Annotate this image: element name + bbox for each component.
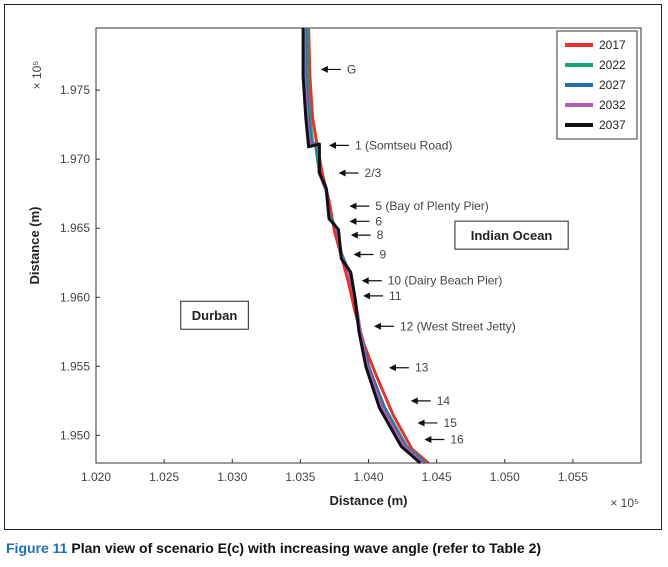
arrowhead-icon bbox=[363, 292, 371, 300]
annotation: 5 (Bay of Plenty Pier) bbox=[349, 199, 489, 213]
annotation: 14 bbox=[410, 394, 451, 408]
annotation-label: 8 bbox=[377, 228, 384, 242]
annotation: 6 bbox=[349, 214, 382, 228]
annotation: 1 (Somtseu Road) bbox=[328, 138, 452, 152]
annotation: 16 bbox=[424, 433, 464, 447]
arrowhead-icon bbox=[350, 231, 358, 239]
arrowhead-icon bbox=[349, 202, 357, 210]
legend-label: 2032 bbox=[599, 98, 626, 112]
region-label-box: Indian Ocean bbox=[454, 220, 569, 250]
annotation: 8 bbox=[350, 228, 384, 242]
annotation-label: G bbox=[347, 62, 356, 76]
arrowhead-icon bbox=[388, 364, 396, 372]
y-tick-label: 1.960 bbox=[60, 290, 90, 304]
annotation: 12 (West Street Jetty) bbox=[373, 319, 516, 333]
annotation-label: 2/3 bbox=[365, 166, 382, 180]
x-tick-label: 1.035 bbox=[285, 470, 315, 484]
caption-label: Figure 11 bbox=[6, 540, 68, 556]
annotation-label: 10 (Dairy Beach Pier) bbox=[388, 274, 503, 288]
region-label: Durban bbox=[192, 308, 238, 323]
legend-label: 2022 bbox=[599, 58, 626, 72]
annotation-label: 12 (West Street Jetty) bbox=[400, 319, 516, 333]
x-tick-label: 1.045 bbox=[422, 470, 452, 484]
y-tick-label: 1.975 bbox=[60, 83, 90, 97]
annotation: 15 bbox=[417, 416, 458, 430]
arrowhead-icon bbox=[338, 169, 346, 177]
y-axis-label: Distance (m) bbox=[27, 206, 42, 284]
x-tick-label: 1.025 bbox=[149, 470, 179, 484]
annotation: 13 bbox=[388, 361, 429, 375]
annotation: G bbox=[320, 62, 356, 76]
legend-label: 2027 bbox=[599, 78, 626, 92]
region-label-box: Durban bbox=[180, 300, 249, 330]
arrowhead-icon bbox=[373, 322, 381, 330]
series-line-2037 bbox=[301, 28, 422, 465]
figure-caption: Figure 11 Plan view of scenario E(c) wit… bbox=[6, 540, 541, 556]
figure-frame: 1.020 1.025 1.030 1.035 1.040 1.045 1.050 1.055… bbox=[4, 4, 662, 530]
x-tick-label: 1.030 bbox=[217, 470, 247, 484]
annotation-label: 5 (Bay of Plenty Pier) bbox=[375, 199, 488, 213]
annotation-label: 13 bbox=[415, 361, 429, 375]
region-box bbox=[454, 220, 569, 250]
y-tick-label: 1.955 bbox=[60, 359, 90, 373]
arrowhead-icon bbox=[424, 436, 432, 444]
x-tick-label: 1.055 bbox=[558, 470, 588, 484]
legend-label: 2017 bbox=[599, 38, 626, 52]
annotation-label: 15 bbox=[444, 416, 458, 430]
annotation: 2/3 bbox=[338, 166, 382, 180]
annotation: 10 (Dairy Beach Pier) bbox=[361, 274, 503, 288]
arrowhead-icon bbox=[417, 419, 425, 427]
shoreline-chart: 1.020 1.025 1.030 1.035 1.040 1.045 1.050 1.055… bbox=[27, 27, 642, 510]
y-tick-label: 1.965 bbox=[60, 221, 90, 235]
y-tick-label: 1.970 bbox=[60, 152, 90, 166]
annotation: 11 bbox=[363, 289, 402, 303]
arrowhead-icon bbox=[361, 277, 369, 285]
arrowhead-icon bbox=[353, 250, 361, 258]
plot-area bbox=[95, 27, 642, 464]
arrowhead-icon bbox=[410, 397, 418, 405]
x-axis-label: Distance (m) bbox=[329, 493, 407, 508]
x-tick-label: 1.050 bbox=[490, 470, 520, 484]
arrowhead-icon bbox=[320, 65, 328, 73]
annotation: 9 bbox=[353, 247, 387, 261]
x-tick-label: 1.040 bbox=[353, 470, 383, 484]
y-tick-label: 1.950 bbox=[60, 428, 90, 442]
arrowhead-icon bbox=[328, 141, 336, 149]
x-tick-label: 1.020 bbox=[81, 470, 111, 484]
legend-label: 2037 bbox=[599, 118, 626, 132]
region-box bbox=[180, 300, 249, 330]
y-axis-exponent: × 10⁵ bbox=[30, 61, 44, 90]
arrowhead-icon bbox=[349, 217, 357, 225]
annotation-label: 1 (Somtseu Road) bbox=[355, 138, 452, 152]
annotation-label: 11 bbox=[389, 289, 402, 303]
annotation-label: 14 bbox=[437, 394, 451, 408]
annotation-label: 16 bbox=[450, 433, 464, 447]
annotation-label: 6 bbox=[375, 214, 382, 228]
x-axis-exponent: × 10⁵ bbox=[610, 496, 639, 510]
region-label: Indian Ocean bbox=[471, 228, 553, 243]
annotation-label: 9 bbox=[380, 247, 387, 261]
caption-text: Plan view of scenario E(c) with increasi… bbox=[71, 540, 542, 556]
